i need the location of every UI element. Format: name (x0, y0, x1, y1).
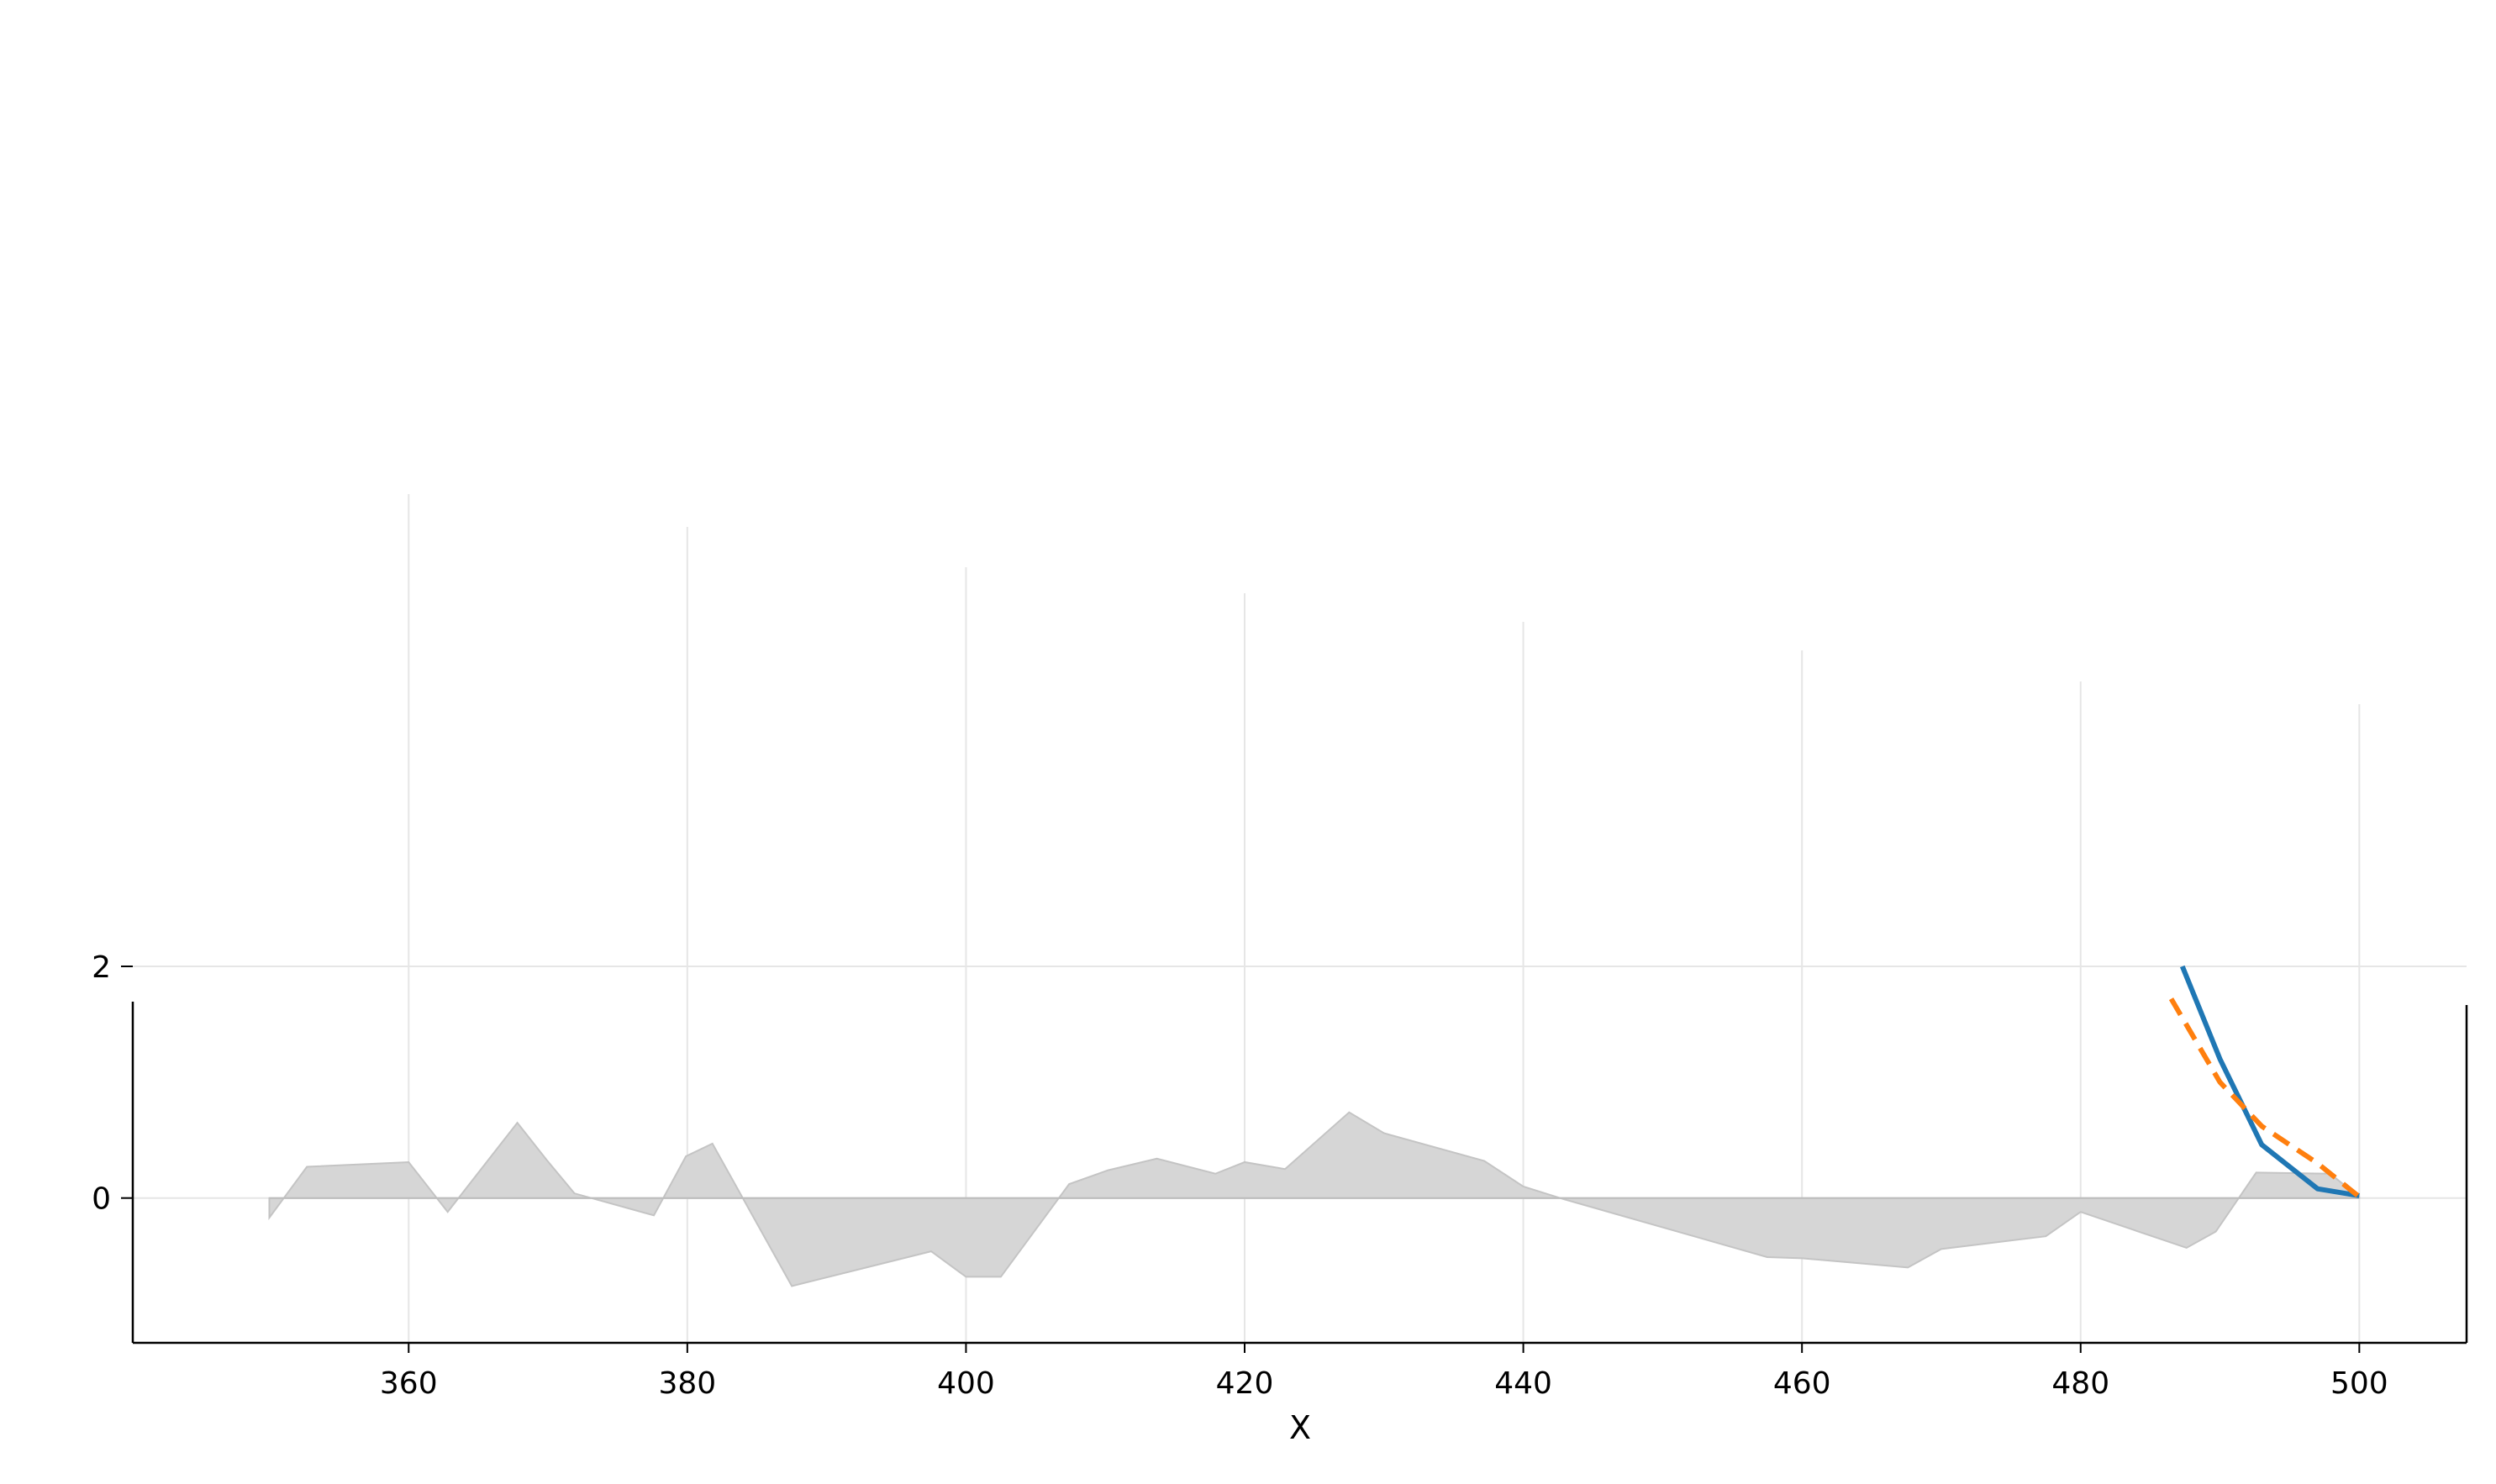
series-line-dashed (2168, 997, 2362, 1199)
area-layer (268, 1111, 2361, 1287)
ticks-layer: 360 380 400 420 440 460 480 500 0 2 (92, 950, 2388, 1401)
x-tick-label: 480 (2051, 1366, 2109, 1401)
x-tick-label: 460 (1773, 1366, 1831, 1401)
x-tick-label: 400 (937, 1366, 995, 1401)
area-fill (268, 1111, 2361, 1287)
x-tick-label: 380 (658, 1366, 716, 1401)
x-tick-label: 440 (1494, 1366, 1552, 1401)
series-line-solid (2180, 965, 2360, 1198)
series-layer (2168, 965, 2362, 1199)
axes-layer (131, 1002, 2468, 1345)
x-axis-title: X (1289, 1409, 1311, 1446)
x-tick-label: 420 (1216, 1366, 1274, 1401)
x-tick-label: 360 (380, 1366, 438, 1401)
x-tick-label: 500 (2330, 1366, 2388, 1401)
y-tick-label: 2 (92, 950, 111, 985)
y-tick-label: 0 (92, 1182, 111, 1217)
